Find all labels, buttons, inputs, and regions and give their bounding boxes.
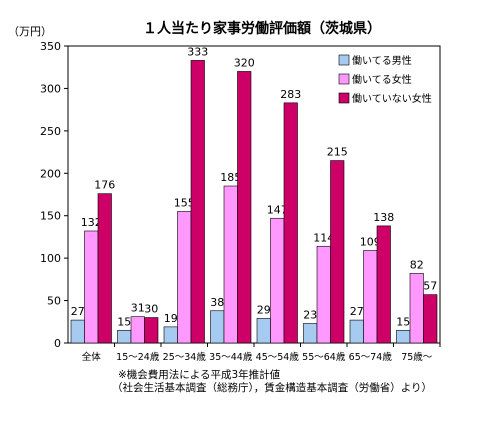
legend-label: 働いてる女性 [352,73,412,86]
bar [423,294,438,344]
legend-swatch [338,92,350,104]
bar [363,250,378,344]
bar [117,329,132,344]
data-label: 176 [94,179,115,192]
bar [97,193,112,344]
chart-title: １人当たり家事労働評価額（茨城県） [143,20,381,37]
data-label: 27 [350,305,364,318]
bar [70,319,85,344]
data-label: 147 [267,203,288,216]
bar [270,217,285,344]
data-label: 82 [410,258,424,271]
source-note-1: ※機会費用法による平成3年推計値 [118,368,281,381]
data-label: 320 [234,56,255,69]
y-tick-label: 350 [40,40,61,53]
bar [376,225,391,344]
bar [84,230,99,344]
bar [316,245,331,344]
bar [144,317,159,344]
data-label: 185 [220,171,241,184]
y-tick-label: 150 [40,210,61,223]
source-note-2: （社会生活基本調査（総務庁），賃金構造基本調査（労働省）より） [112,381,432,394]
x-category-label: 35～44歳 [209,351,253,363]
y-tick-label: 250 [40,125,61,138]
bar [223,185,238,344]
x-category-label: 15～24歳 [116,351,160,363]
bar [396,329,411,344]
legend-swatch [338,54,350,66]
x-category-label: 75歳～ [401,351,433,363]
legend-label: 働いていない女性 [352,92,432,105]
bar [190,60,205,344]
data-label: 109 [360,236,381,249]
data-label: 27 [71,305,85,318]
data-label: 30 [144,303,158,316]
legend-swatch [338,73,350,85]
y-tick-label: 100 [40,252,61,265]
data-label: 114 [313,231,334,244]
bar [283,102,298,344]
bar [163,326,178,344]
x-category-label: 45～54歳 [256,351,300,363]
bar [130,316,145,344]
legend-label: 働いてる男性 [352,54,412,67]
y-tick-label: 200 [40,167,61,180]
data-label: 38 [210,296,224,309]
data-label: 215 [327,146,348,159]
bar [210,310,225,344]
y-tick-label: 50 [47,295,61,308]
data-label: 29 [257,303,271,316]
y-axis-unit-label: （万円） [8,25,52,38]
x-category-label: 25～34歳 [163,351,207,363]
data-label: 132 [81,216,102,229]
x-category-label: 65～74歳 [349,351,393,363]
data-label: 19 [164,312,178,325]
x-axis: 全体 15～24歳 25～34歳 35～44歳 45～54歳 55～64歳 65～74歳 75… [82,343,441,363]
data-label: 15 [117,315,131,328]
data-label: 333 [187,45,208,58]
bar [409,273,424,344]
data-label: 138 [373,211,394,224]
y-axis: 0 50 100 150 200 250 300 350 [40,40,68,350]
bar [237,71,252,344]
data-label: 283 [280,88,301,101]
data-label: 31 [131,302,145,315]
data-label: 57 [423,280,437,293]
y-tick-label: 300 [40,82,61,95]
bar [256,318,271,344]
data-label: 15 [396,315,410,328]
data-label: 155 [174,196,195,209]
bar [349,319,364,344]
y-tick-label: 0 [54,337,61,350]
bar [330,160,345,344]
data-label: 23 [303,308,317,321]
x-category-label: 55～64歳 [302,351,346,363]
bar [303,323,318,344]
bar [177,211,192,344]
x-category-label: 全体 [82,351,102,363]
